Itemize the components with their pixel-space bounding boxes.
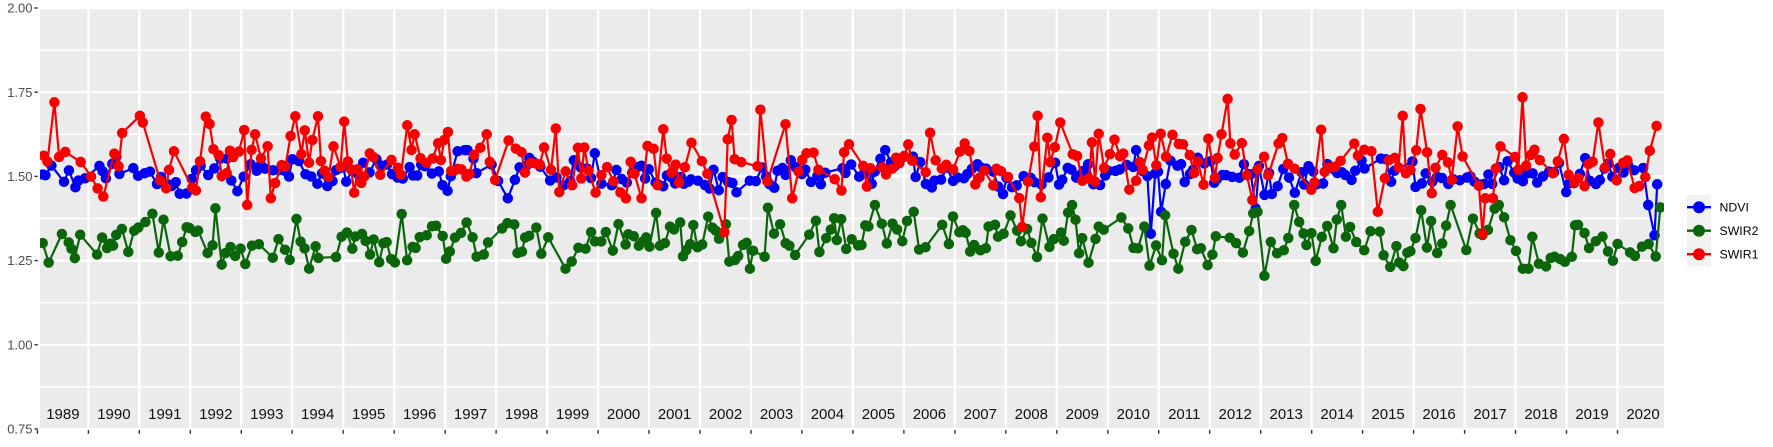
svg-text:1996: 1996 [403,406,436,423]
svg-text:NDVI: NDVI [1720,201,1749,215]
svg-text:2019: 2019 [1575,406,1608,423]
svg-text:2007: 2007 [964,406,997,423]
svg-text:1989: 1989 [46,406,79,423]
svg-text:2001: 2001 [658,406,691,423]
svg-text:2016: 2016 [1422,406,1455,423]
svg-text:1993: 1993 [250,406,283,423]
svg-text:0.75: 0.75 [7,422,32,437]
svg-text:2017: 2017 [1473,406,1506,423]
svg-text:2011: 2011 [1168,406,1200,423]
svg-text:2010: 2010 [1117,406,1150,423]
svg-text:1997: 1997 [454,406,487,423]
svg-text:2002: 2002 [709,406,742,423]
svg-text:2003: 2003 [760,406,793,423]
svg-text:SWIR1: SWIR1 [1720,248,1759,262]
svg-text:2013: 2013 [1270,406,1303,423]
svg-text:2004: 2004 [811,406,844,423]
svg-text:1995: 1995 [352,406,385,423]
svg-text:2009: 2009 [1066,406,1099,423]
svg-text:1.25: 1.25 [7,253,32,268]
svg-text:2000: 2000 [607,406,640,423]
svg-text:2014: 2014 [1320,406,1353,423]
svg-text:1.50: 1.50 [7,169,32,184]
svg-text:2015: 2015 [1371,406,1404,423]
svg-text:2.00: 2.00 [7,1,32,16]
svg-text:1.00: 1.00 [7,337,32,352]
svg-text:2006: 2006 [913,406,946,423]
svg-text:1999: 1999 [556,406,589,423]
svg-text:1994: 1994 [301,406,334,423]
svg-text:SWIR2: SWIR2 [1720,224,1759,238]
svg-text:2005: 2005 [862,406,895,423]
svg-text:2012: 2012 [1219,406,1252,423]
svg-text:1990: 1990 [97,406,130,423]
svg-text:1.75: 1.75 [7,85,32,100]
svg-text:2020: 2020 [1626,406,1659,423]
svg-text:2008: 2008 [1015,406,1048,423]
svg-text:1991: 1991 [148,406,181,423]
svg-text:1998: 1998 [505,406,538,423]
svg-text:2018: 2018 [1524,406,1557,423]
svg-text:1992: 1992 [199,406,232,423]
